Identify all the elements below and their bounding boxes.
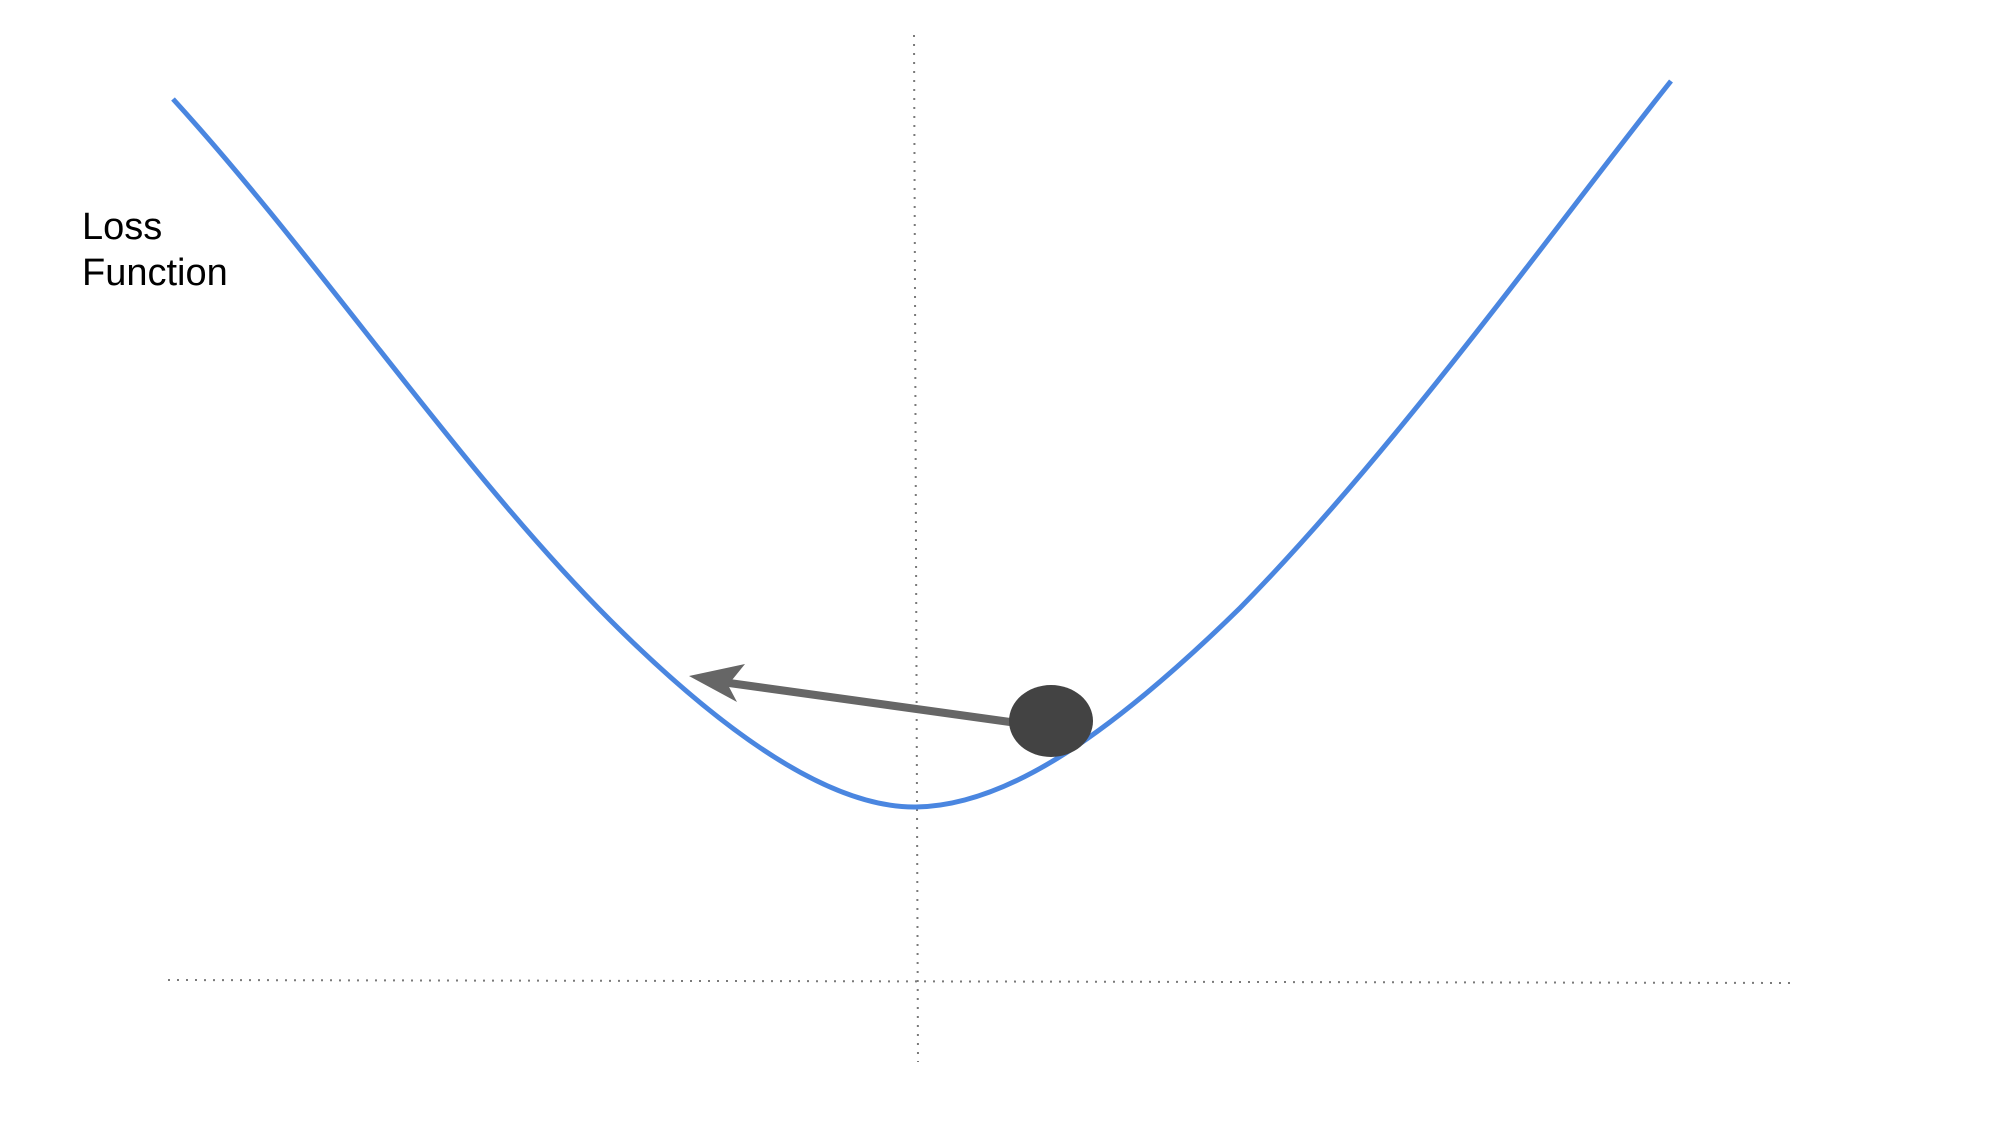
arrow-shaft: [721, 678, 1011, 726]
arrow-head: [689, 664, 745, 702]
dotted-vertical-axis: [913, 34, 919, 1063]
label-line-loss: Loss: [82, 206, 162, 248]
loss-function-label: Loss Function: [82, 206, 228, 294]
ball: [1009, 685, 1093, 757]
dotted-horizontal-axis: [167, 979, 1796, 984]
loss-curve: [171, 79, 1673, 810]
gradient-step-arrow: [689, 664, 1011, 726]
label-line-function: Function: [82, 252, 228, 294]
